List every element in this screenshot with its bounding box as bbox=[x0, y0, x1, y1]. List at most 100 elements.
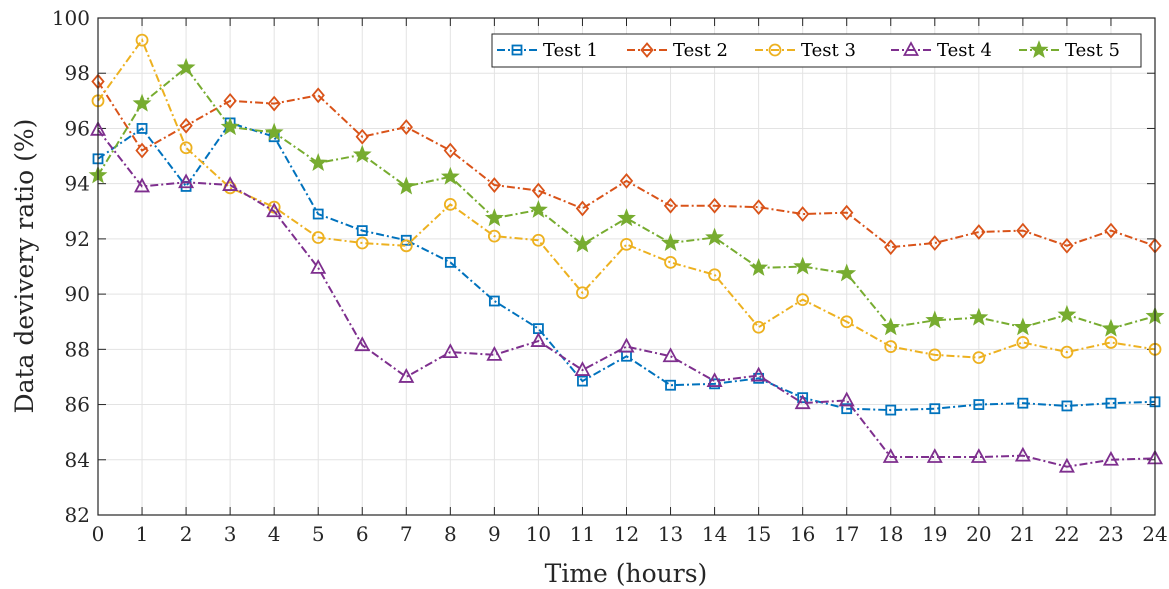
y-tick-label: 88 bbox=[65, 337, 90, 361]
data-point bbox=[1104, 222, 1118, 239]
legend-box bbox=[491, 33, 1142, 68]
data-point bbox=[443, 197, 457, 211]
data-point bbox=[882, 448, 899, 463]
data-point bbox=[926, 448, 943, 463]
plot-frame bbox=[97, 17, 1156, 516]
data-point bbox=[969, 307, 989, 326]
data-point bbox=[577, 375, 588, 387]
series-2 bbox=[91, 73, 1162, 256]
data-point bbox=[664, 255, 677, 269]
data-point bbox=[1061, 400, 1073, 412]
data-point bbox=[399, 239, 413, 253]
legend-marker bbox=[1029, 40, 1049, 59]
data-point bbox=[881, 317, 901, 336]
x-tick-label: 9 bbox=[488, 522, 501, 546]
series-line bbox=[97, 129, 1156, 468]
data-point bbox=[708, 268, 721, 282]
x-axis-title: Time (hours) bbox=[545, 559, 708, 588]
x-tick-label: 15 bbox=[746, 522, 771, 546]
data-point bbox=[665, 379, 676, 391]
y-tick-label: 82 bbox=[65, 503, 90, 527]
data-point bbox=[884, 340, 898, 353]
data-point bbox=[134, 177, 151, 193]
x-tick-label: 18 bbox=[878, 522, 903, 546]
data-point bbox=[706, 372, 723, 387]
data-point bbox=[576, 286, 589, 300]
data-point bbox=[574, 361, 591, 376]
data-point bbox=[487, 229, 501, 243]
data-point bbox=[443, 142, 458, 159]
legend-label: Test 5 bbox=[1065, 40, 1120, 61]
data-point bbox=[925, 310, 945, 329]
x-tick-label: 14 bbox=[702, 522, 727, 546]
data-point bbox=[311, 231, 325, 244]
y-axis-ticks: 82 84 86 88 90 92 94 96 98 100 bbox=[52, 6, 1155, 527]
data-point bbox=[972, 224, 986, 240]
data-point bbox=[662, 347, 679, 363]
legend-marker bbox=[511, 44, 523, 56]
data-point bbox=[796, 293, 810, 307]
data-point bbox=[793, 256, 813, 275]
data-point bbox=[1101, 318, 1121, 337]
data-point bbox=[928, 235, 942, 251]
data-point bbox=[661, 233, 680, 252]
series-3 bbox=[91, 33, 1162, 365]
x-tick-label: 23 bbox=[1098, 522, 1123, 546]
legend-entry: Test 5 bbox=[1019, 40, 1120, 61]
data-point bbox=[444, 256, 456, 268]
x-tick-label: 2 bbox=[180, 522, 193, 546]
data-point bbox=[264, 122, 284, 141]
data-point bbox=[488, 295, 500, 307]
data-point bbox=[396, 176, 416, 195]
legend-marker bbox=[640, 42, 654, 58]
data-point bbox=[440, 166, 460, 185]
data-point bbox=[528, 199, 548, 218]
data-point bbox=[663, 197, 678, 214]
data-point bbox=[532, 233, 545, 247]
series-group bbox=[88, 33, 1165, 473]
data-point bbox=[620, 238, 633, 251]
x-tick-label: 17 bbox=[834, 522, 859, 546]
legend-label: Test 4 bbox=[937, 40, 992, 61]
data-point bbox=[308, 153, 328, 171]
data-point bbox=[1016, 222, 1030, 239]
data-point bbox=[1057, 304, 1077, 323]
y-axis-title: Data devivery ratio (%) bbox=[10, 119, 39, 414]
data-point bbox=[838, 391, 855, 407]
data-point bbox=[751, 199, 766, 216]
series-4 bbox=[89, 120, 1164, 473]
data-point bbox=[354, 336, 371, 352]
x-tick-label: 11 bbox=[570, 522, 595, 546]
data-point bbox=[310, 258, 327, 274]
data-point bbox=[484, 208, 504, 227]
x-tick-label: 13 bbox=[658, 522, 683, 546]
x-tick-label: 4 bbox=[268, 522, 281, 546]
data-point bbox=[1058, 457, 1075, 473]
data-point bbox=[885, 404, 897, 416]
x-axis-ticks: 0 1 2 3 4 5 6 7 8 9 10 11 12 13 14 15 16 17 18 19 20 21 22 23 24 bbox=[92, 18, 1168, 546]
data-point bbox=[487, 177, 502, 193]
y-tick-label: 92 bbox=[65, 227, 90, 251]
data-point bbox=[1105, 397, 1117, 409]
data-point bbox=[705, 227, 725, 246]
x-tick-label: 10 bbox=[526, 522, 551, 546]
x-tick-label: 20 bbox=[966, 522, 991, 546]
x-tick-label: 21 bbox=[1010, 522, 1035, 546]
data-point bbox=[398, 368, 415, 383]
y-tick-label: 98 bbox=[65, 61, 90, 85]
data-point bbox=[972, 351, 986, 365]
data-point bbox=[795, 206, 810, 222]
data-point bbox=[794, 394, 811, 410]
data-point bbox=[132, 93, 152, 112]
data-point bbox=[1102, 450, 1119, 466]
data-point bbox=[749, 257, 769, 276]
legend-entry: Test 3 bbox=[755, 40, 856, 61]
x-tick-label: 12 bbox=[614, 522, 639, 546]
data-point bbox=[178, 173, 195, 189]
y-tick-label: 90 bbox=[65, 282, 90, 306]
data-point bbox=[176, 57, 196, 76]
x-tick-label: 0 bbox=[92, 522, 105, 546]
data-point bbox=[1060, 237, 1074, 254]
x-tick-label: 19 bbox=[922, 522, 947, 546]
data-point bbox=[1017, 397, 1029, 409]
